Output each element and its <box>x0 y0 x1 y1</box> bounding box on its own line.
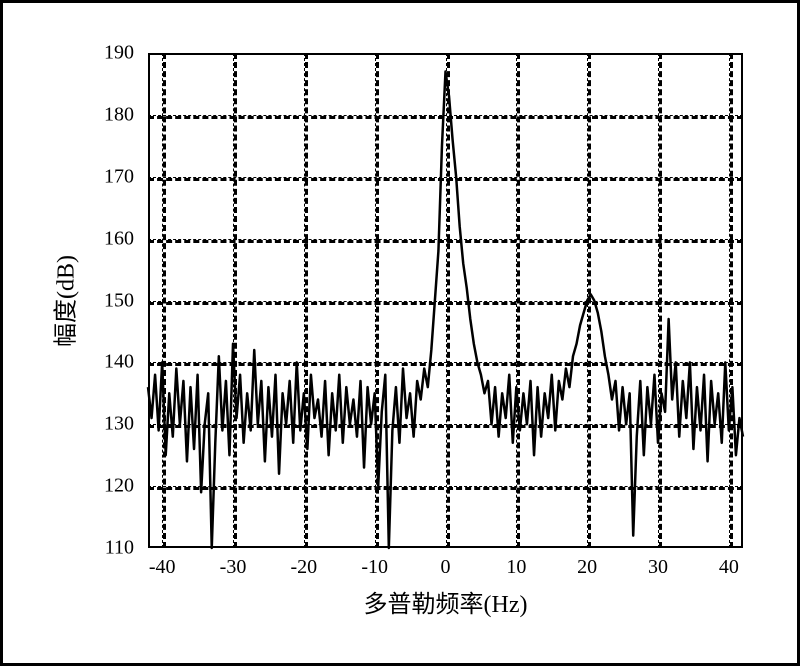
y-tick-label: 170 <box>104 165 134 188</box>
y-tick-label: 110 <box>105 537 134 560</box>
y-tick-label: 130 <box>104 413 134 436</box>
y-tick-label: 190 <box>104 42 134 65</box>
y-tick-label: 120 <box>104 475 134 498</box>
figure-container: 幅度(dB) 多普勒频率(Hz) -40 -30 -20 -10 0 10 20 30 40 11… <box>0 0 800 666</box>
x-tick-label: -20 <box>290 556 317 579</box>
grid-line-h <box>148 486 743 490</box>
x-tick-label: 20 <box>577 556 597 579</box>
y-tick-label: 160 <box>104 227 134 250</box>
x-tick-label: -40 <box>149 556 176 579</box>
plot-area <box>148 53 743 548</box>
y-tick-label: 150 <box>104 289 134 312</box>
x-tick-label: -30 <box>220 556 247 579</box>
grid-line-h <box>148 424 743 428</box>
grid-line-h <box>148 301 743 305</box>
grid-line-h <box>148 115 743 119</box>
x-tick-label: 10 <box>506 556 526 579</box>
grid-line-h <box>148 177 743 181</box>
x-tick-label: 30 <box>648 556 668 579</box>
y-tick-label: 180 <box>104 103 134 126</box>
x-tick-label: 0 <box>441 556 451 579</box>
x-tick-label: -10 <box>361 556 388 579</box>
grid-line-h <box>148 239 743 243</box>
x-axis-label: 多普勒频率(Hz) <box>364 584 528 619</box>
y-axis-label: 幅度(dB) <box>46 255 81 347</box>
x-tick-label: 40 <box>719 556 739 579</box>
grid-line-h <box>148 362 743 366</box>
y-tick-label: 140 <box>104 351 134 374</box>
